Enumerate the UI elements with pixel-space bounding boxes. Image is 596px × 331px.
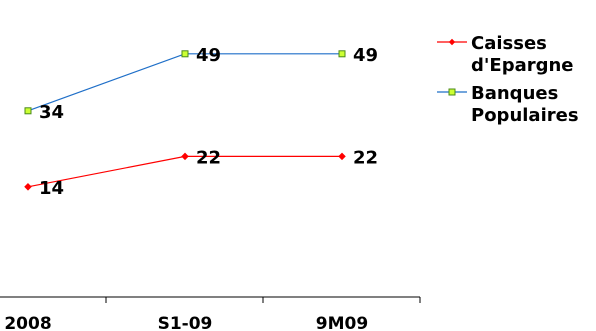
series-line (27, 53, 342, 112)
plot-area: 14 22 22 34 49 49 (24, 45, 378, 199)
series-caisses-epargne: 14 22 22 (24, 147, 378, 199)
series-line (27, 155, 342, 188)
data-label: 14 (39, 178, 64, 199)
legend-label: Banques (471, 83, 558, 104)
data-label: 22 (196, 147, 221, 168)
legend-marker (448, 38, 456, 46)
data-point (181, 50, 189, 58)
x-tick-label: 9M09 (316, 314, 368, 331)
legend-label: d'Epargne (471, 55, 574, 76)
data-point (181, 152, 189, 161)
data-point (338, 152, 346, 161)
data-point (338, 50, 346, 58)
data-label: 49 (196, 45, 221, 66)
legend-label: Caisses (471, 33, 547, 54)
legend-marker (448, 88, 456, 96)
data-label: 34 (39, 102, 64, 123)
data-label: 22 (353, 147, 378, 168)
legend-label: Populaires (471, 105, 579, 126)
data-point (24, 183, 32, 191)
x-tick-label: 2008 (4, 314, 51, 331)
series-banques-populaires: 34 49 49 (24, 45, 378, 123)
data-point (24, 107, 32, 115)
x-axis: 2008 S1-09 9M09 (0, 296, 421, 331)
data-label: 49 (353, 45, 378, 66)
x-tick-label: S1-09 (158, 314, 213, 331)
